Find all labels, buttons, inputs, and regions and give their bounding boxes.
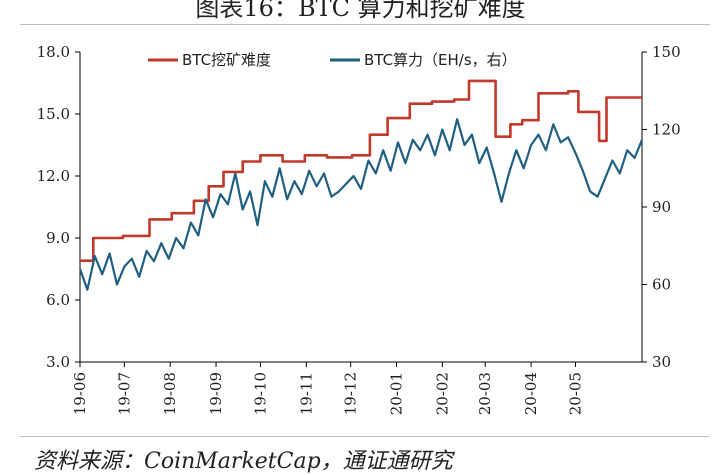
difficulty-series-line <box>80 79 642 263</box>
x-tick-label: 19-11 <box>297 372 315 415</box>
x-tick-label: 20-02 <box>433 372 451 415</box>
bottom-divider <box>20 436 710 437</box>
plot-area: 3.0 6.0 9.0 12.0 15.0 18.0 30 60 90 120 150 19-06 19… <box>37 43 681 415</box>
legend-label-hashrate: BTC算力（EH/s，右） <box>364 51 517 69</box>
x-tick-label: 20-03 <box>476 372 494 415</box>
x-tick-label: 19-07 <box>115 372 133 415</box>
top-divider <box>20 24 710 25</box>
y-left-tick-label: 9.0 <box>46 229 70 247</box>
x-tick-label: 19-10 <box>251 372 269 415</box>
x-tick-label: 19-08 <box>161 372 179 415</box>
x-tick-label: 19-12 <box>342 372 360 415</box>
hashrate-series-line <box>78 118 644 291</box>
y-right-tick-label: 120 <box>652 121 681 139</box>
x-tick-label: 19-09 <box>207 372 225 415</box>
legend-label-difficulty: BTC挖矿难度 <box>182 51 271 69</box>
y-left-tick-label: 15.0 <box>37 105 70 123</box>
y-left-tick-label: 12.0 <box>37 167 70 185</box>
x-tick-label: 19-06 <box>71 372 89 415</box>
chart: 3.0 6.0 9.0 12.0 15.0 18.0 30 60 90 120 150 19-06 19… <box>37 43 681 415</box>
y-left-tick-label: 18.0 <box>37 43 70 61</box>
y-left-tick-label: 6.0 <box>46 291 70 309</box>
x-tick-label: 20-01 <box>387 372 405 415</box>
chart-title: 图表16：BTC 算力和挖矿难度 <box>195 0 526 22</box>
y-right-tick-label: 150 <box>652 43 681 61</box>
x-tick-label: 20-05 <box>566 372 584 415</box>
source-note: 资料来源：CoinMarketCap，通证通研究 <box>34 449 453 474</box>
y-right-tick-label: 60 <box>652 276 671 294</box>
y-left-tick-label: 3.0 <box>46 353 70 371</box>
x-tick-label: 20-04 <box>522 372 540 415</box>
y-right-tick-label: 30 <box>652 353 671 371</box>
y-right-tick-label: 90 <box>652 198 671 216</box>
